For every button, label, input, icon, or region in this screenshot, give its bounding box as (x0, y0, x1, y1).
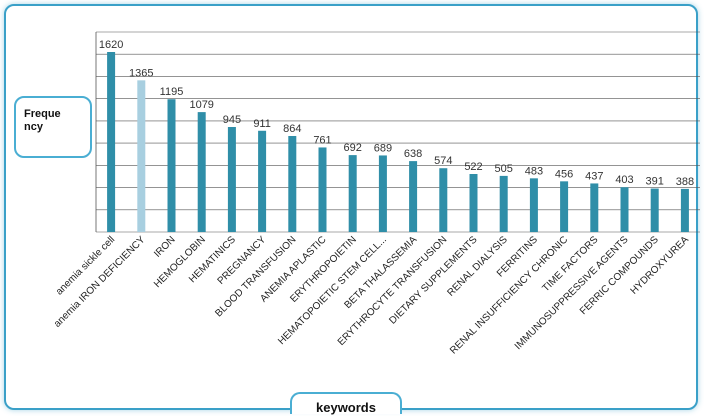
bar (137, 80, 146, 232)
bar (409, 161, 418, 232)
bar (348, 155, 357, 232)
gridlines (95, 31, 700, 233)
value-label: 945 (223, 114, 241, 126)
value-label: 864 (283, 123, 301, 135)
value-label: 1079 (189, 99, 213, 111)
value-label: 761 (313, 134, 331, 146)
value-label: 403 (615, 174, 633, 186)
bar (107, 52, 116, 232)
bar (258, 130, 267, 232)
bar (499, 175, 508, 232)
value-label: 505 (495, 163, 513, 175)
bar (560, 181, 569, 232)
value-label: 1620 (99, 39, 123, 51)
category-label: IRON (152, 234, 177, 259)
value-label: 1365 (129, 67, 153, 79)
category-label: HEMATOPOIETIC STEM CELL... (276, 234, 389, 347)
bar (680, 188, 689, 232)
bar (469, 174, 478, 232)
value-label: 638 (404, 148, 422, 160)
bars (107, 52, 689, 232)
category-label: IMMUNOSUPPRESSIVE AGENTS (513, 234, 631, 352)
bar (439, 168, 448, 232)
bar (650, 188, 659, 232)
value-label: 911 (253, 118, 271, 130)
value-label: 574 (434, 155, 452, 167)
value-label: 483 (525, 165, 543, 177)
value-label: 456 (555, 168, 573, 180)
bar (590, 183, 599, 232)
bar (318, 147, 327, 232)
bar (529, 178, 538, 232)
value-label: 689 (374, 142, 392, 154)
category-label: HYDROXYUREA (629, 234, 692, 297)
value-label: 391 (646, 176, 664, 188)
category-label: ERYTHROCYTE TRANSFUSION (336, 234, 450, 348)
value-label: 388 (676, 176, 694, 188)
value-label: 1195 (160, 86, 184, 98)
value-labels: 1620 1365 1195 1079 945 911 864 761 692 689 638 574… (99, 39, 694, 188)
value-label: 437 (585, 170, 603, 182)
y-axis-label-text: Frequency (24, 108, 61, 133)
x-axis-label: keywords (290, 392, 402, 415)
bar (167, 99, 176, 232)
bar (197, 112, 206, 232)
value-label: 692 (344, 142, 362, 154)
bar (288, 136, 297, 232)
bar (378, 155, 387, 232)
y-axis-label: Frequency (14, 96, 92, 158)
bar (227, 127, 236, 232)
bar (620, 187, 629, 232)
value-label: 522 (464, 161, 482, 173)
